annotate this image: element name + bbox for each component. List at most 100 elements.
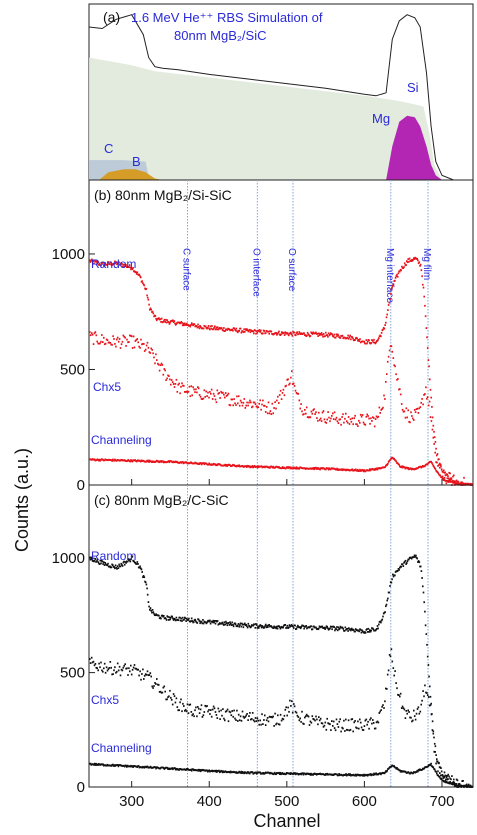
data-point bbox=[222, 329, 224, 332]
data-point bbox=[360, 726, 363, 729]
data-point bbox=[102, 763, 104, 766]
data-point bbox=[320, 420, 323, 422]
data-point bbox=[434, 441, 437, 443]
data-point bbox=[206, 705, 208, 707]
data-point bbox=[263, 330, 266, 332]
data-point bbox=[453, 781, 456, 784]
data-point bbox=[145, 583, 148, 586]
data-point bbox=[446, 477, 449, 480]
data-point bbox=[170, 616, 172, 619]
data-point bbox=[156, 359, 158, 361]
data-point bbox=[313, 408, 315, 411]
x-tick-label: 700 bbox=[429, 793, 454, 810]
data-point bbox=[276, 722, 278, 725]
data-point bbox=[148, 351, 151, 353]
data-point bbox=[381, 618, 384, 621]
data-point bbox=[365, 339, 368, 341]
data-point bbox=[226, 624, 229, 627]
data-point bbox=[221, 621, 224, 624]
data-point bbox=[279, 627, 282, 630]
data-point bbox=[345, 728, 348, 731]
data-point bbox=[432, 766, 435, 769]
data-point bbox=[288, 383, 290, 386]
data-point bbox=[358, 630, 361, 633]
data-point bbox=[242, 401, 245, 404]
data-point bbox=[175, 378, 178, 381]
data-point bbox=[146, 593, 149, 596]
data-point bbox=[213, 395, 216, 397]
data-point bbox=[223, 327, 225, 329]
data-point bbox=[333, 626, 335, 628]
data-point bbox=[427, 359, 430, 361]
data-point bbox=[408, 711, 410, 713]
data-point bbox=[274, 626, 277, 628]
y-tick-label-b: 1000 bbox=[52, 246, 85, 263]
data-point bbox=[207, 619, 210, 622]
data-point bbox=[323, 724, 326, 727]
data-point bbox=[246, 626, 249, 629]
data-point bbox=[432, 730, 435, 733]
data-point bbox=[107, 341, 110, 344]
data-point bbox=[208, 620, 210, 623]
data-point bbox=[331, 720, 333, 722]
data-point bbox=[130, 673, 133, 676]
data-point bbox=[355, 726, 357, 729]
data-point bbox=[424, 393, 426, 395]
data-point bbox=[178, 768, 180, 771]
data-point bbox=[123, 765, 126, 768]
data-point bbox=[387, 461, 390, 463]
data-point bbox=[395, 682, 397, 684]
data-point bbox=[317, 419, 319, 422]
data-point bbox=[154, 766, 157, 769]
data-point bbox=[90, 556, 92, 559]
data-point bbox=[417, 259, 419, 262]
data-point bbox=[200, 621, 203, 623]
data-point bbox=[379, 710, 381, 713]
data-point bbox=[308, 724, 311, 726]
data-point bbox=[264, 625, 266, 628]
data-point bbox=[308, 416, 311, 418]
data-point bbox=[342, 727, 344, 730]
data-point bbox=[244, 407, 247, 409]
data-point bbox=[399, 769, 401, 772]
data-point bbox=[228, 404, 231, 406]
data-point bbox=[138, 345, 140, 348]
data-point bbox=[339, 718, 341, 721]
data-point bbox=[405, 710, 408, 712]
data-point bbox=[394, 670, 396, 672]
data-point bbox=[428, 704, 431, 707]
data-point bbox=[136, 338, 139, 340]
data-point bbox=[99, 666, 101, 669]
data-point bbox=[185, 710, 188, 713]
data-point bbox=[190, 385, 193, 388]
data-point bbox=[338, 418, 341, 421]
data-point bbox=[290, 376, 292, 379]
data-point bbox=[334, 336, 337, 339]
data-point bbox=[453, 474, 455, 477]
data-point bbox=[112, 335, 114, 338]
data-point bbox=[251, 712, 254, 714]
data-point bbox=[320, 332, 323, 334]
data-point bbox=[399, 566, 401, 569]
data-point bbox=[209, 622, 212, 625]
data-point bbox=[158, 614, 160, 617]
data-point bbox=[450, 782, 452, 784]
data-point bbox=[417, 412, 420, 414]
data-point bbox=[438, 473, 440, 476]
data-point bbox=[193, 621, 195, 623]
data-point bbox=[424, 610, 426, 613]
data-point bbox=[199, 622, 201, 625]
data-point bbox=[119, 674, 122, 677]
data-point bbox=[336, 335, 338, 338]
data-point bbox=[172, 319, 174, 322]
data-point bbox=[176, 706, 179, 708]
data-point bbox=[180, 617, 183, 620]
marker-label-1: O interface bbox=[250, 248, 261, 297]
data-point bbox=[432, 424, 435, 427]
data-point bbox=[254, 626, 257, 629]
data-point bbox=[413, 709, 415, 712]
data-point bbox=[193, 388, 195, 391]
data-point bbox=[298, 719, 301, 722]
data-point bbox=[253, 623, 256, 626]
data-point bbox=[361, 629, 363, 632]
